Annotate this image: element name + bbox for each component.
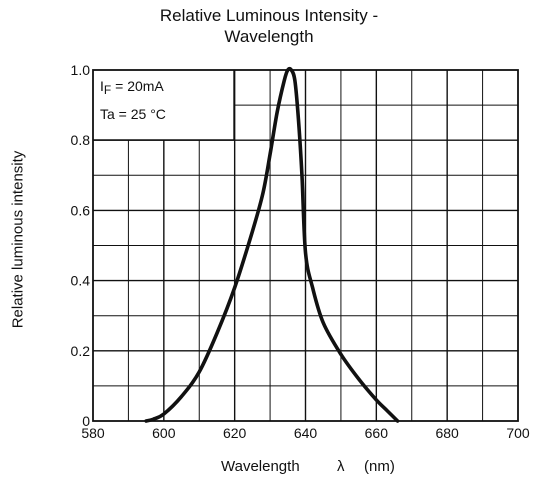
legend-if-subscript: F <box>104 83 111 97</box>
x-tick-label: 680 <box>435 425 459 441</box>
x-axis-label-unit: (nm) <box>364 458 395 475</box>
legend-if: IF = 20mA <box>100 78 164 97</box>
x-tick-label: 640 <box>294 425 318 441</box>
x-tick-label: 600 <box>152 425 176 441</box>
legend-box: IF = 20mA Ta = 25 °C <box>93 70 235 141</box>
y-tick-label: 1.0 <box>71 62 91 78</box>
y-tick-label: 0.6 <box>71 202 91 218</box>
x-tick-label: 700 <box>506 425 530 441</box>
series-line <box>144 66 400 423</box>
x-tick-label: 660 <box>365 425 389 441</box>
chart-title-line1: Relative Luminous Intensity - <box>159 6 379 25</box>
plot-frame <box>92 69 519 422</box>
x-axis-label-word: Wavelength <box>221 458 300 475</box>
legend-if-value: = 20mA <box>111 78 164 94</box>
y-tick-label: 0.8 <box>71 132 91 148</box>
x-tick-label: 580 <box>81 425 105 441</box>
x-axis-label-symbol: λ <box>337 458 345 475</box>
y-tick-label: 0.2 <box>71 343 91 359</box>
legend-ta: Ta = 25 °C <box>100 106 166 122</box>
y-axis-label: Relative luminous intensity <box>9 150 27 329</box>
x-tick-label: 620 <box>223 425 247 441</box>
y-tick-label: 0 <box>82 413 90 429</box>
legend-if-prefix: I <box>100 78 104 94</box>
chart-title-line2: Wavelength <box>224 27 314 46</box>
y-tick-label: 0.4 <box>71 273 91 289</box>
